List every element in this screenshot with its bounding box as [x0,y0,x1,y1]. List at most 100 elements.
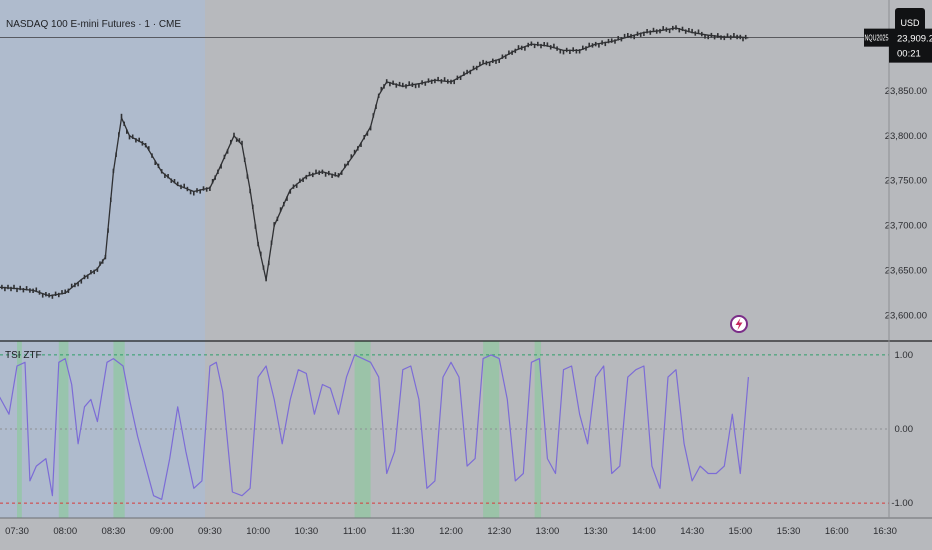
price-candle [504,54,507,59]
x-tick-label: 07:30 [5,526,29,537]
price-candle [630,33,632,39]
price-candle [575,49,578,54]
x-tick-label: 08:00 [53,526,77,537]
price-candle [279,207,282,212]
price-candle [51,294,54,299]
price-candle [601,40,603,45]
price-candle [344,163,346,169]
price-candle [360,142,362,147]
price-candle [380,86,383,92]
price-candle [101,259,104,264]
tsi-axis-labels[interactable]: 1.00 0.00 -1.00 [891,350,913,509]
price-candle [93,269,95,275]
x-tick-label: 16:00 [825,526,849,537]
price-candle [517,45,520,50]
price-candle [7,284,9,290]
price-candle [633,34,635,40]
tsi-y-tick-label: 0.00 [895,424,914,435]
price-candle [739,34,742,40]
tsi-highlight-zones [17,341,542,518]
price-candle [588,42,590,48]
price-tag-countdown: 00:21 [897,49,921,60]
price-candle [180,184,182,190]
x-tick-label: 14:30 [680,526,704,537]
tsi-green-zone [58,341,69,518]
price-candle [659,28,661,34]
price-candle [16,287,18,293]
price-candle [527,42,529,48]
price-candle [115,152,117,157]
time-axis-labels[interactable]: 07:30 08:00 08:30 09:00 09:30 10:00 10:30 11:00… [5,526,897,537]
price-candle [684,29,687,34]
price-candle [243,157,246,162]
price-candle [553,43,555,49]
price-candle [655,29,658,34]
indicator-name[interactable]: TSI ZTF [5,350,42,361]
price-tag-ticker: NQU2025 [865,34,889,43]
price-candle [120,113,123,119]
y-tick-label: 23,850.00 [885,86,927,97]
price-candle [520,45,523,51]
price-candle [440,79,443,84]
price-candle [38,290,41,295]
price-candle [289,189,292,194]
price-candle [107,228,109,233]
price-candle [607,38,610,44]
price-candle [701,31,703,37]
price-candle [398,81,401,87]
price-candle [543,42,545,47]
price-candle [450,79,452,85]
price-candle [459,75,462,80]
price-candle [25,286,28,291]
price-candle [447,79,449,84]
x-tick-label: 09:00 [150,526,174,537]
price-candle [469,69,472,75]
price-candle [742,36,744,42]
price-candle [295,183,298,188]
price-candle [694,31,697,36]
price-candle [67,288,70,293]
tsi-green-zone [17,341,22,518]
price-candle [434,78,436,84]
price-candle [154,160,156,165]
price-candle [64,289,66,294]
price-candle [80,279,83,284]
price-candle [131,134,134,139]
price-candle [199,189,201,194]
price-candle [260,251,262,256]
price-candle [262,265,265,270]
price-candle [668,28,671,34]
tsi-series [0,354,889,504]
price-candle [340,170,343,175]
price-candle [241,140,243,146]
price-candle [466,69,468,75]
lightning-alert-icon[interactable] [730,315,748,333]
x-tick-label: 08:30 [102,526,126,537]
symbol-title[interactable]: NASDAQ 100 E-mini Futures · 1 · CME [6,19,181,30]
price-candle [83,274,86,280]
currency-label: USD [900,18,920,28]
price-candle [54,291,57,296]
tsi-green-zone [534,341,542,518]
x-tick-label: 11:30 [391,526,414,537]
price-candle [395,83,398,88]
price-candle [22,288,25,293]
price-candle [209,186,211,191]
y-tick-label: 23,700.00 [885,221,927,232]
price-candle [620,37,623,42]
price-candle [665,27,668,32]
price-candle [148,146,150,151]
price-candle [736,34,738,40]
price-candle [99,261,101,266]
price-candle [437,76,439,82]
price-candle [305,174,308,180]
price-candle [377,93,380,98]
price-axis-labels[interactable]: 23,600.00 23,650.00 23,700.00 23,750.00 23,8… [885,86,927,322]
x-tick-label: 12:00 [439,526,463,537]
price-candle [86,274,89,279]
price-candle [472,65,475,71]
price-candle [41,293,44,298]
price-candle [350,154,353,159]
price-candle [252,204,254,209]
